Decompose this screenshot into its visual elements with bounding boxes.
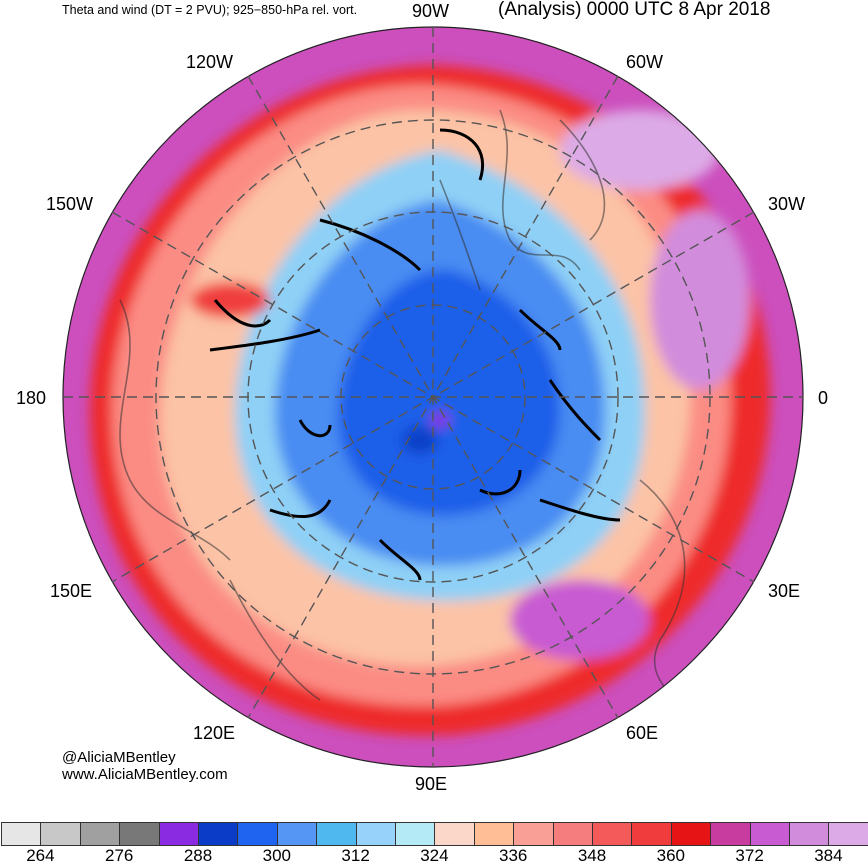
colorbar-swatch [316,822,357,846]
label-60e: 60E [626,723,659,743]
colorbar-tick-label: 372 [735,846,764,865]
colorbar-tick-label: 276 [105,846,134,865]
label-150w: 150W [46,194,94,214]
colorbar-tick-label: 288 [183,846,213,865]
label-150e: 150E [50,581,93,601]
author-website: www.AliciaMBentley.com [62,766,228,783]
colorbar-swatch [198,822,239,846]
chart-title: (Analysis) 0000 UTC 8 Apr 2018 [498,0,771,20]
colorbar-swatch [513,822,554,846]
label-60w: 60W [626,52,664,72]
label-90w: 90W [412,1,450,21]
colorbar-swatch [1,822,42,846]
colorbar-swatch [710,822,751,846]
colorbar-swatch [670,822,712,846]
colorbar-swatch [631,822,672,846]
colorbar-tick-label: 264 [26,846,55,865]
label-180: 180 [16,388,47,408]
colorbar-swatch [395,822,436,846]
label-0: 0 [818,388,829,408]
colorbar-swatch [789,822,830,846]
vorticity-contours [209,128,621,581]
label-120e: 120E [193,723,236,743]
colorbar-swatch [434,822,475,846]
author-handle: @AliciaMBentley [62,749,176,766]
label-120w: 120W [186,52,234,72]
label-30e: 30E [768,581,801,601]
label-30w: 30W [768,194,806,214]
colorbar-swatch [552,822,593,846]
colorbar-swatch [473,822,515,846]
colorbar-tick-label: 336 [499,846,528,865]
colorbar-tick-label: 384 [814,846,843,865]
colorbar-swatch [119,822,160,846]
colorbar-tick-label: 324 [420,846,449,865]
colorbar-swatch [828,822,868,846]
label-90e: 90E [415,774,448,794]
colorbar-swatch [749,822,790,846]
polar-vortex-core [337,269,560,516]
colorbar-swatch [355,822,396,846]
colorbar-swatch [592,822,633,846]
colorbar-swatch [158,822,199,846]
theta-field [63,27,803,767]
colorbar-tick-label: 312 [341,846,370,865]
colorbar-tick-label: 348 [577,846,607,865]
colorbar-swatch [79,822,121,846]
colorbar-tick-label: 300 [262,846,291,865]
colorbar-tick-label: 360 [656,846,685,865]
colorbar-swatch [276,822,318,846]
graticule [63,27,803,767]
colorbar-swatch [40,822,81,846]
chart-subtitle: Theta and wind (DT = 2 PVU); 925−850-hPa… [62,3,358,17]
colorbar-swatch [237,822,278,846]
